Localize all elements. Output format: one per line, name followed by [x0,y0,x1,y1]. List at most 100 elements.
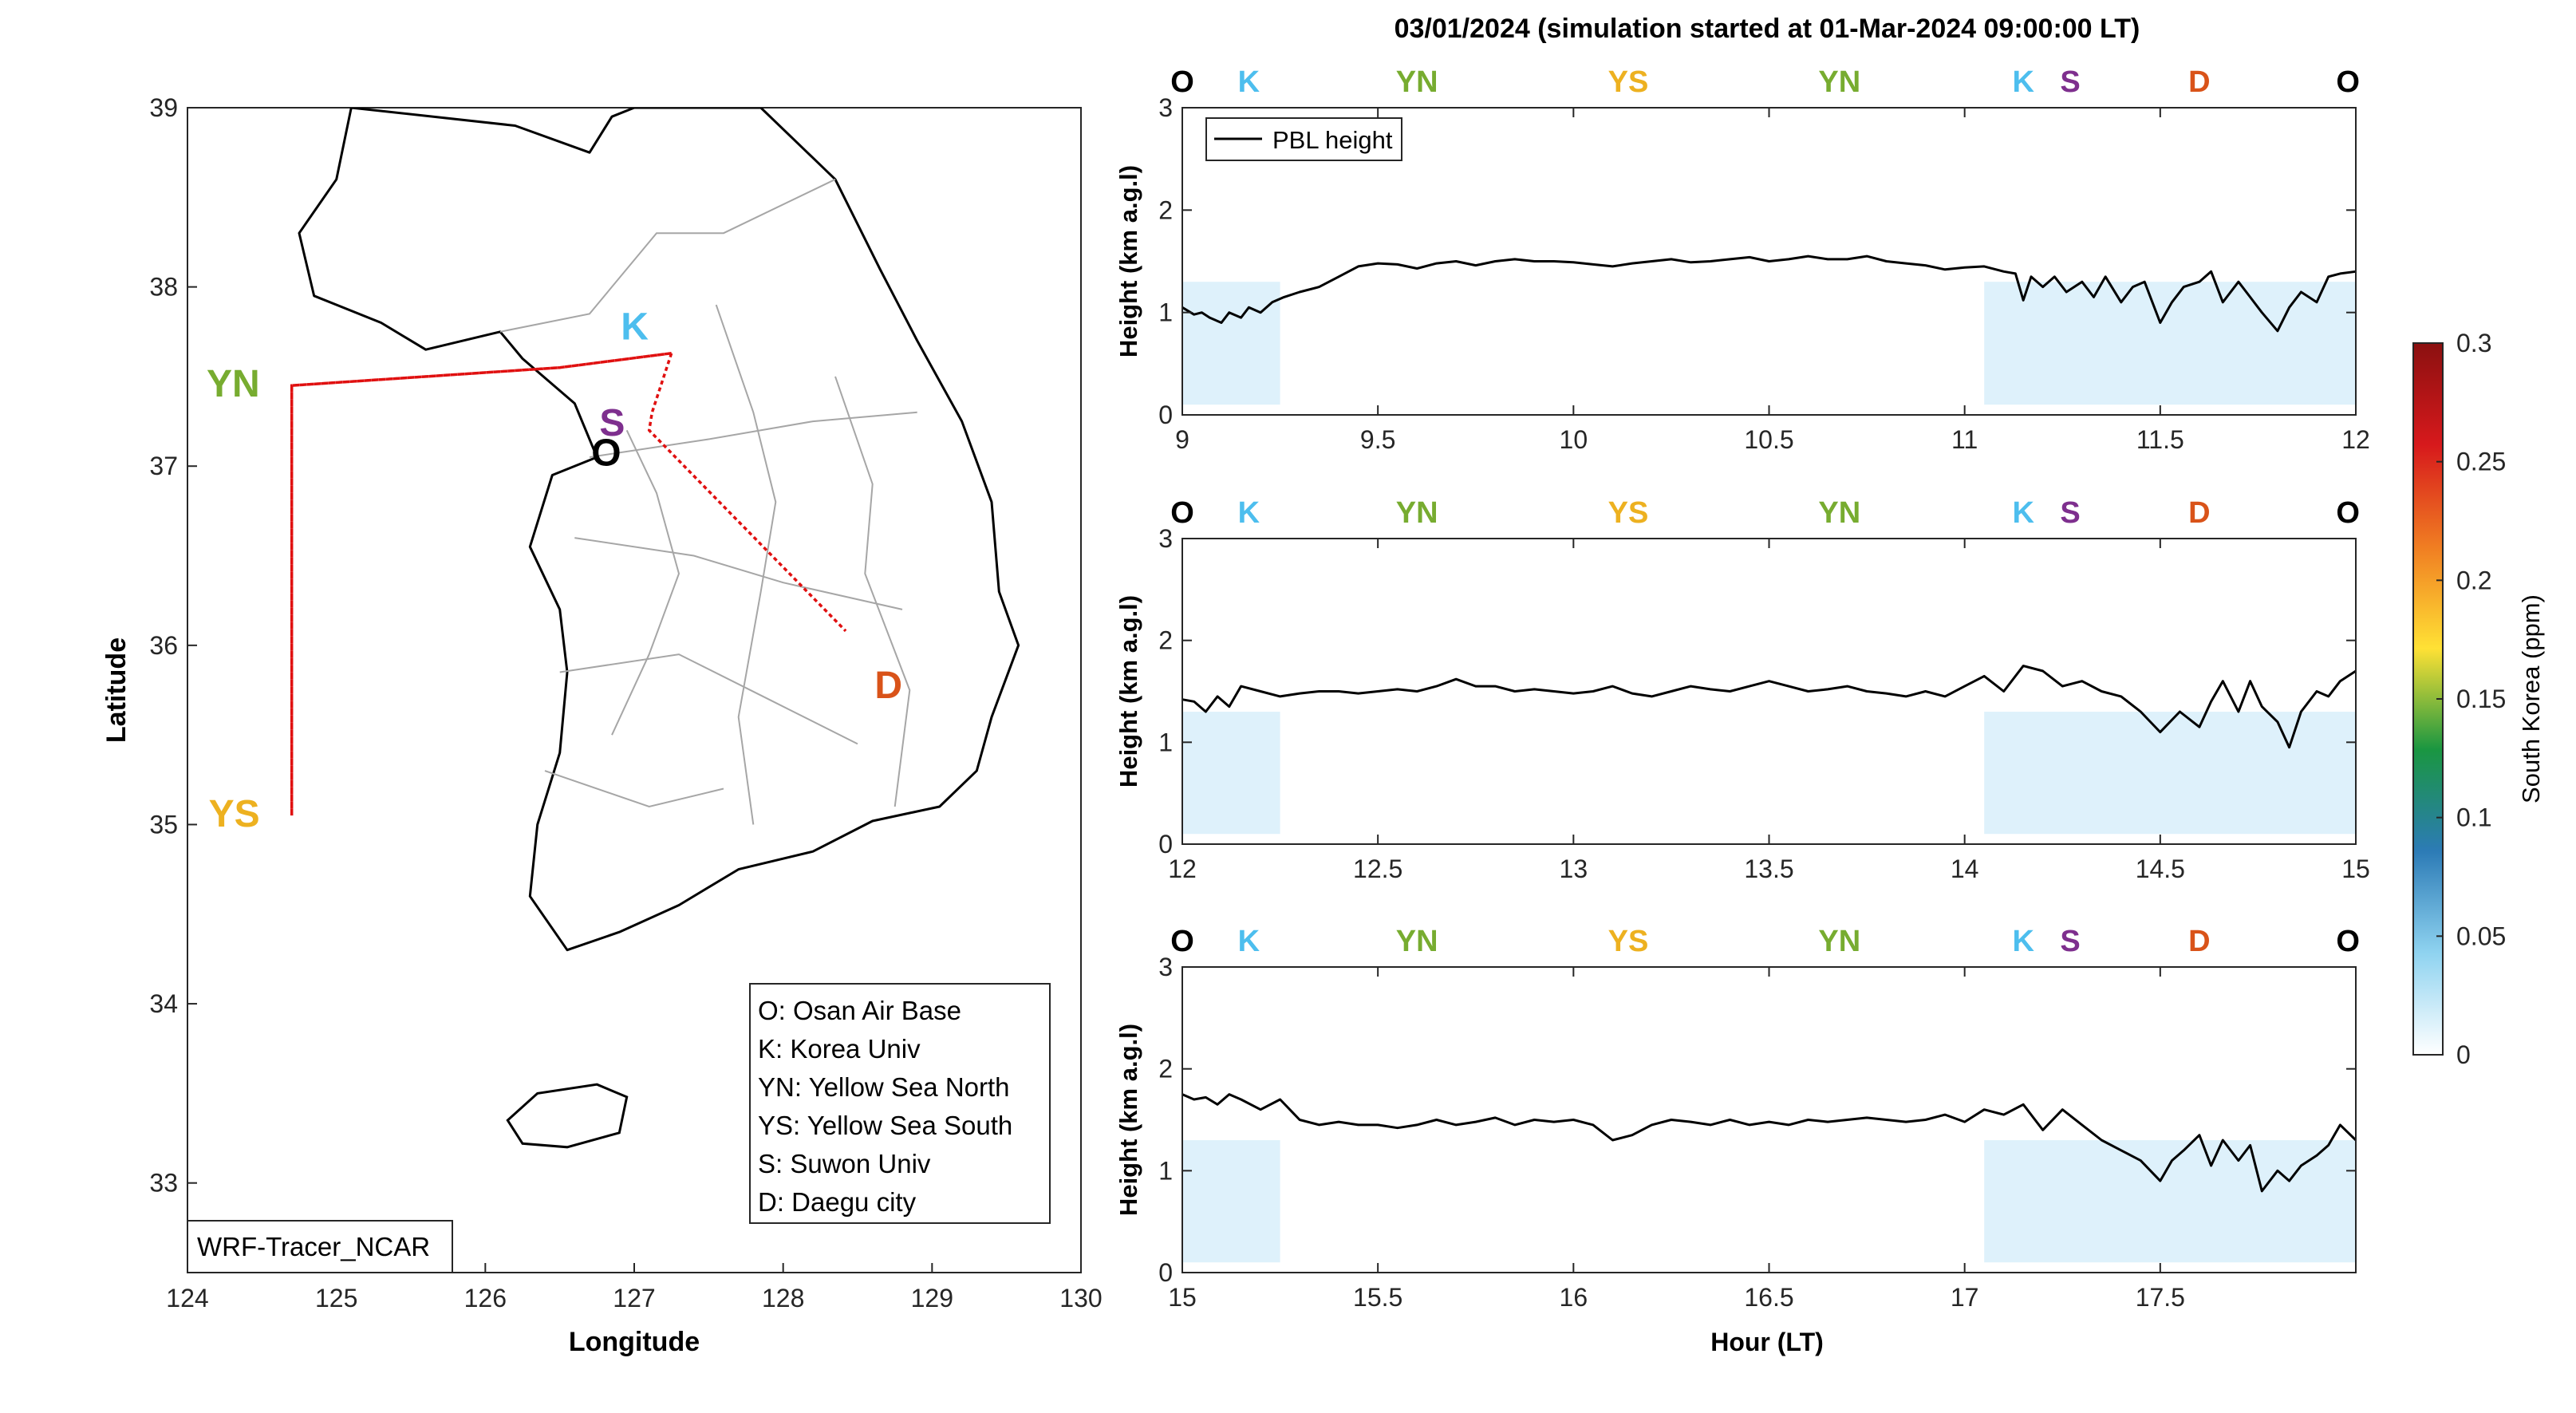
admin-boundary [574,537,903,610]
pbl-legend-label: PBL height [1272,126,1393,154]
site-marker-s: S [2060,925,2080,958]
y-tick-label: 1 [1158,298,1173,327]
admin-boundary [834,376,911,807]
x-tick-label: 15.5 [1353,1283,1402,1312]
map-x-ticks: 124 125 126 127 128 129 130 [166,1263,1103,1312]
colorbar-tick-label: 0.25 [2456,448,2506,476]
map-y-tick-label: 35 [149,810,178,839]
site-marker-yn: YN [1396,925,1438,958]
y-tick-label: 1 [1158,728,1173,756]
map-y-tick-label: 36 [149,631,178,660]
x-tick-label: 14 [1951,855,1979,883]
map-legend: O: Osan Air Base K: Korea Univ YN: Yello… [749,983,1051,1224]
map-x-tick-label: 124 [166,1284,208,1312]
pbl-height-line [1181,1093,2357,1193]
x-tick-label: 14.5 [2136,855,2185,883]
model-label-box: WRF-Tracer_NCAR [187,1220,453,1273]
site-marker-k: K [1238,925,1260,958]
y-tick-label: 2 [1158,195,1173,224]
y-axis-label: Height (km a.g.l) [1114,595,1142,787]
site-marker-yn: YN [1396,496,1438,530]
colorbar-tick-label: 0 [2456,1040,2471,1069]
tracer-concentration-field [1182,1140,1280,1263]
x-tick-label: 15 [2341,855,2370,883]
tracer-concentration-field [1984,1140,2356,1263]
admin-boundary [559,653,858,745]
site-marker-o: O [2336,925,2360,958]
map-x-tick-label: 127 [613,1284,655,1312]
colorbar: 0 0.05 0.1 0.15 0.2 0.25 0.3 South Korea (ppm) [2412,329,2545,1069]
map-y-tick-label: 37 [149,452,178,480]
x-tick-label: 16 [1560,1283,1588,1312]
map-y-tick-label: 33 [149,1169,178,1198]
map-y-tick-label: 38 [149,273,178,302]
map-legend-box [749,983,1051,1224]
map-site-label-o: O [591,432,621,474]
site-marker-o: O [1170,496,1194,530]
x-tick-label: 13.5 [1744,855,1793,883]
y-tick-label: 1 [1158,1156,1173,1185]
map-x-tick-label: 129 [911,1284,953,1312]
map-y-axis-label: Latitude [101,637,132,743]
site-marker-ys: YS [1608,925,1649,958]
pbl-height-line [1181,665,2357,749]
colorbar-tick-label: 0.2 [2456,566,2491,594]
y-tick-label: 3 [1158,524,1173,553]
map-x-tick-label: 130 [1059,1284,1102,1312]
map-site-label-yn: YN [207,363,260,405]
x-tick-label: 9.5 [1360,425,1395,454]
map-site-label-k: K [621,306,649,349]
x-tick-label: 12 [1168,855,1197,883]
map-x-axis-label: Longitude [569,1327,700,1357]
y-tick-label: 0 [1158,401,1173,429]
map-y-ticks: 33 34 35 36 37 38 39 [149,93,197,1198]
tracer-concentration-field [1984,282,2356,405]
site-marker-o: O [2336,65,2360,99]
hour-axis-label: Hour (LT) [1710,1328,1824,1356]
x-tick-label: 13 [1560,855,1588,883]
site-marker-yn: YN [1818,496,1860,530]
colorbar-tick-label: 0.05 [2456,922,2506,950]
y-tick-label: 2 [1158,626,1173,655]
map-x-tick-label: 125 [315,1284,357,1312]
x-tick-label: 11.5 [2136,425,2184,454]
jeju-island [506,1083,629,1149]
map-legend-entry: YN: Yellow Sea North [758,1072,1010,1102]
site-marker-yn: YN [1396,65,1438,99]
x-tick-label: 17 [1951,1283,1979,1312]
site-marker-k: K [1238,65,1260,99]
map-x-tick-label: 126 [464,1284,507,1312]
map-legend-entry: S: Suwon Univ [758,1149,931,1178]
colorbar-label: South Korea (ppm) [2517,594,2545,803]
flight-track [290,351,847,816]
y-axis-label: Height (km a.g.l) [1114,1024,1142,1216]
panel-3: 15 15.5 16 16.5 17 17.5 0 1 2 3 Height (km a.g.l) O… [1114,925,2360,1312]
x-tick-label: 15 [1168,1283,1197,1312]
tracer-concentration-field [1182,282,1280,405]
colorbar-tick-label: 0.1 [2456,803,2491,832]
site-marker-s: S [2060,496,2080,530]
site-marker-d: D [2188,65,2210,99]
site-marker-k: K [2012,65,2034,99]
x-tick-label: 9 [1175,425,1189,454]
tracer-concentration-field [1182,712,1280,835]
x-tick-label: 11 [1951,425,1978,454]
flight-track-line [290,351,847,816]
map-legend-entry: K: Korea Univ [758,1034,921,1064]
admin-boundary [611,429,680,736]
site-marker-o: O [1170,65,1194,99]
panel-1-legend: PBL height [1205,117,1402,161]
x-tick-label: 16.5 [1744,1283,1793,1312]
map-legend-entry: O: Osan Air Base [758,996,961,1025]
x-tick-label: 17.5 [2136,1283,2185,1312]
map-y-tick-label: 34 [149,989,178,1018]
site-marker-ys: YS [1608,496,1649,530]
map-legend-entry: D: Daegu city [758,1187,917,1217]
map-x-tick-label: 128 [762,1284,804,1312]
model-label-frame [187,1220,453,1273]
y-tick-label: 0 [1158,830,1173,858]
